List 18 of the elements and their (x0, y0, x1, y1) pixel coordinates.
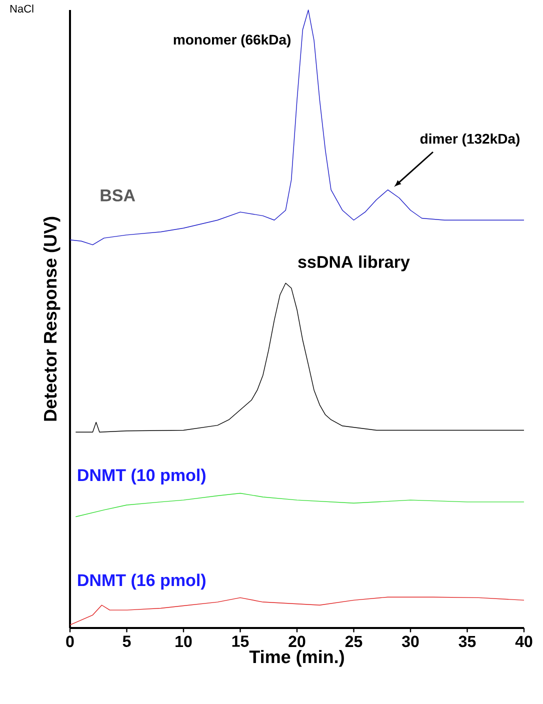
x-tick-label: 40 (515, 636, 532, 648)
annotation: monomer (66kDa) (174, 34, 290, 48)
series-label: BSA (100, 189, 136, 202)
x-tick-label: 10 (176, 636, 192, 648)
x-tick-label: 20 (288, 636, 306, 648)
x-axis-title: Time (min.) (249, 650, 344, 667)
x-tick-label: 0 (66, 636, 74, 648)
y-axis-title: Detector Response (UV) (43, 216, 60, 421)
x-tick-label: 5 (122, 636, 131, 647)
series-label: DNMT (10 pmol) (78, 468, 206, 485)
x-tick-label: 25 (345, 636, 362, 648)
series-label: ssDNA library (298, 255, 410, 272)
text: NaCl (10, 4, 34, 13)
x-tick-label: 35 (458, 636, 476, 648)
x-tick-label: 30 (402, 636, 419, 648)
series-label: DNMT (16 pmol) (78, 574, 206, 590)
x-tick-label: 15 (232, 636, 249, 647)
annotation: dimer (132kDa) (420, 133, 520, 147)
